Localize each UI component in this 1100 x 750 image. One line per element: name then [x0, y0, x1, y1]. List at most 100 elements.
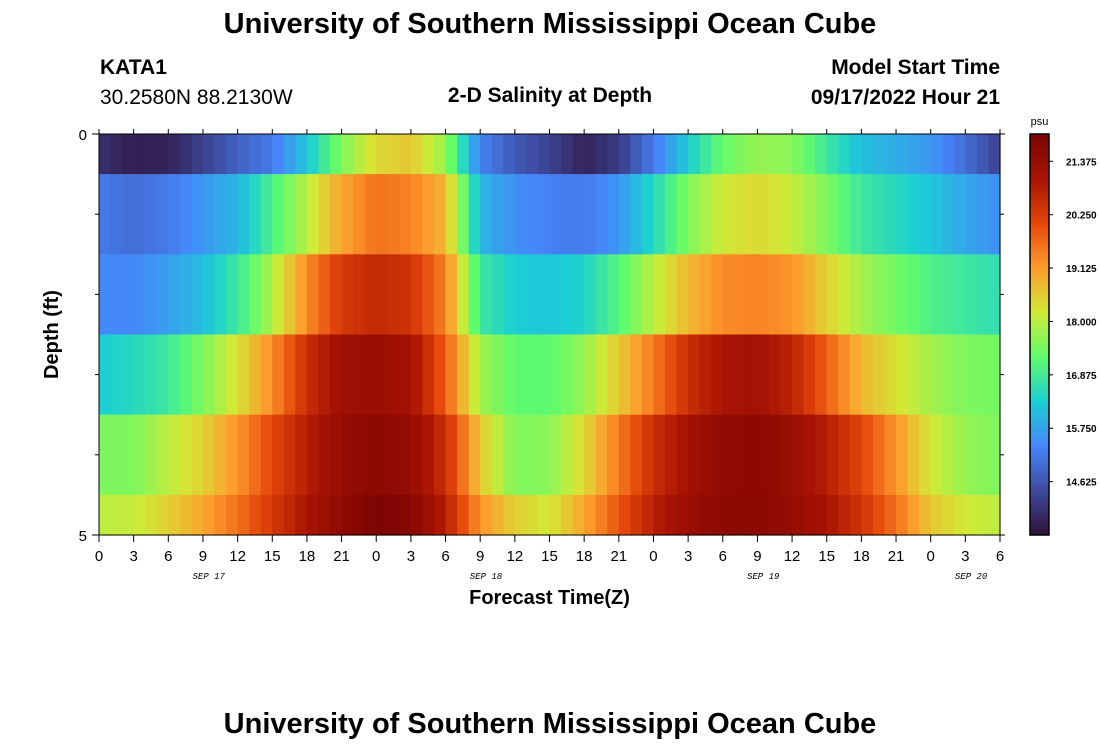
heatmap-cell	[930, 134, 943, 175]
heatmap-cell	[826, 254, 839, 336]
colorbar-ticks: 14.625 15.750 16.875 18.000 19.125 20.250 21.3…	[1049, 157, 1097, 489]
heatmap-cell	[919, 494, 932, 536]
heatmap-cell	[549, 134, 562, 175]
heatmap-cell	[861, 414, 874, 496]
heatmap-cell	[318, 134, 331, 175]
heatmap-cell	[872, 134, 886, 175]
heatmap-cell	[780, 134, 793, 175]
heatmap-cell	[503, 494, 516, 536]
heatmap-cell	[584, 134, 597, 175]
heatmap-cell	[168, 334, 181, 416]
heatmap-cell	[572, 414, 585, 496]
heatmap-cell	[468, 494, 481, 536]
heatmap-cell	[318, 334, 331, 416]
heatmap-cell	[768, 414, 782, 496]
heatmap-cell	[745, 414, 759, 496]
heatmap-cell	[884, 254, 897, 336]
heatmap-cell	[549, 494, 562, 536]
heatmap-cell	[826, 494, 839, 536]
heatmap-cell	[872, 254, 886, 336]
heatmap-cell	[364, 134, 377, 175]
heatmap-cell	[445, 134, 458, 175]
heatmap-cell	[410, 134, 424, 175]
heatmap-cell	[711, 414, 724, 496]
heatmap-cell	[156, 254, 169, 336]
heatmap-cell	[757, 414, 770, 496]
heatmap-cell	[676, 414, 689, 496]
heatmap-cell	[930, 414, 943, 496]
salinity-chart: 0 3 6 9 12 15 18 21 0 3 6 9 12 15 18 21 0 3 6 9 12 15 18 21 0 3 6S…	[41, 116, 1097, 609]
heatmap-cell	[942, 134, 955, 175]
x-tick-label: 15	[264, 548, 281, 565]
heatmap-cell	[202, 494, 216, 536]
heatmap-cell	[572, 494, 585, 536]
heatmap-cell	[584, 334, 597, 416]
heatmap-cell	[757, 494, 770, 536]
x-tick-label: 18	[853, 548, 870, 565]
heatmap-cell	[665, 414, 678, 496]
heatmap-cell	[595, 174, 608, 255]
heatmap-cell	[168, 254, 181, 336]
heatmap-cell	[595, 414, 608, 496]
heatmap-cell	[722, 334, 735, 416]
heatmap-cell	[156, 334, 169, 416]
heatmap-cell	[249, 174, 262, 255]
heatmap-cell	[549, 254, 562, 336]
heatmap-cell	[792, 254, 805, 336]
x-tick-label: 6	[441, 548, 449, 565]
date-label: SEP 19	[747, 572, 780, 582]
heatmap-cell	[226, 174, 239, 255]
heatmap-cell	[110, 494, 123, 536]
colorbar-unit: psu	[1031, 116, 1049, 128]
heatmap-cell	[688, 134, 701, 175]
heatmap-cell	[214, 134, 227, 175]
heatmap-cell	[861, 254, 874, 336]
heatmap-cell	[711, 254, 724, 336]
heatmap-cell	[145, 414, 158, 496]
x-tick-label: 6	[719, 548, 727, 565]
heatmap-cell	[838, 174, 851, 255]
x-tick-label: 21	[888, 548, 905, 565]
heatmap-cell	[711, 334, 724, 416]
heatmap-cell	[468, 134, 481, 175]
heatmap-cell	[341, 494, 354, 536]
heatmap-cell	[688, 414, 701, 496]
heatmap-cell	[907, 414, 920, 496]
x-tick-label: 12	[784, 548, 801, 565]
heatmap-cell	[179, 134, 193, 175]
heatmap-cell	[896, 254, 909, 336]
heatmap-cell	[872, 414, 886, 496]
heatmap-cell	[480, 134, 493, 175]
heatmap-cell	[699, 254, 712, 336]
heatmap-cell	[237, 494, 250, 536]
heatmap-cell	[561, 174, 574, 255]
heatmap-cell	[191, 174, 204, 255]
heatmap-cell	[237, 414, 250, 496]
heatmap-cell	[145, 134, 158, 175]
heatmap-cell	[699, 494, 712, 536]
heatmap-cell	[965, 254, 978, 336]
heatmap-cell	[226, 334, 239, 416]
heatmap-cell	[410, 334, 424, 416]
heatmap-cell	[283, 334, 296, 416]
heatmap-cell	[930, 494, 943, 536]
heatmap-cell	[665, 134, 678, 175]
heatmap-cell	[526, 134, 539, 175]
heatmap-cell	[168, 174, 181, 255]
heatmap-cell	[260, 414, 273, 496]
heatmap-cell	[942, 334, 955, 416]
heatmap-cell	[584, 174, 597, 255]
heatmap-cell	[676, 174, 689, 255]
page-title-bottom: University of Southern Mississippi Ocean…	[223, 708, 877, 740]
heatmap-cell	[283, 494, 296, 536]
heatmap-cell	[422, 254, 435, 336]
heatmap-cell	[630, 134, 643, 175]
heatmap-cell	[457, 174, 470, 255]
heatmap-cell	[849, 174, 862, 255]
heatmap-cell	[861, 134, 874, 175]
heatmap-cell	[110, 254, 123, 336]
heatmap-cell	[318, 254, 331, 336]
heatmap-cell	[641, 494, 655, 536]
heatmap-cell	[445, 254, 458, 336]
heatmap-cell	[272, 414, 285, 496]
